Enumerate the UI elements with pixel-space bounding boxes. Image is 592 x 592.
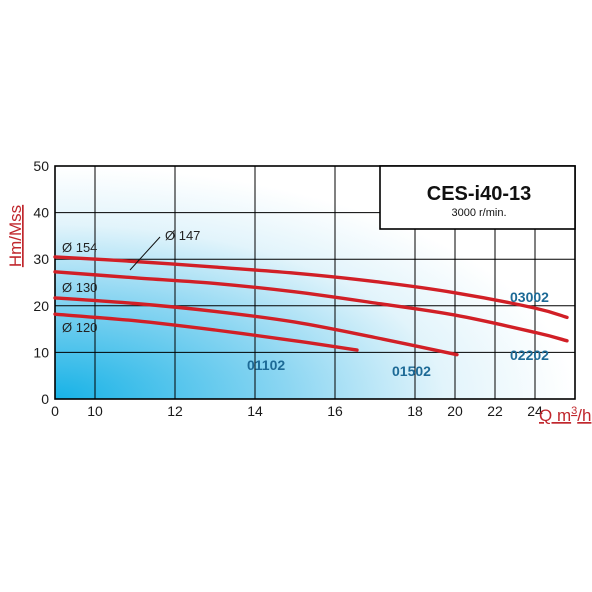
curve-label-01102: 01102: [247, 357, 285, 373]
curve-03002: [53, 255, 569, 320]
y-tick-label: 40: [33, 205, 49, 221]
y-tick-label: 0: [41, 391, 49, 407]
plot-frame: [54, 165, 576, 400]
diameter-147-leader: [129, 236, 161, 271]
x-tick-label: 12: [167, 403, 183, 419]
curve-01102: [53, 312, 359, 352]
x-tick-label: 0: [51, 403, 59, 419]
curve-label-03002: 03002: [510, 289, 549, 305]
curve-02202: [53, 270, 569, 343]
x-tick-label: 18: [407, 403, 423, 419]
curve-label-02202: 02202: [510, 347, 549, 363]
y-ticks: 0 10 20 30 40 50: [33, 158, 49, 407]
x-tick-label: 10: [87, 403, 103, 419]
y-tick-label: 50: [33, 158, 49, 174]
x-axis-title-prefix: Q m: [539, 406, 571, 425]
curve-01502: [53, 296, 459, 357]
model-box: CES-i40-13 3000 r/min.: [379, 165, 576, 230]
diameter-label-147: Ø 147: [165, 228, 200, 243]
curve-label-01502: 01502: [392, 363, 431, 379]
y-tick-label: 30: [33, 251, 49, 267]
x-tick-label: 16: [327, 403, 343, 419]
y-axis-title: Hm/Mss: [6, 205, 25, 267]
curves: [53, 255, 569, 357]
x-axis-title-suffix: /h: [577, 406, 591, 425]
x-tick-label: 24: [527, 403, 543, 419]
diameter-label-120: Ø 120: [62, 320, 97, 335]
diameter-label-130: Ø 130: [62, 280, 97, 295]
x-ticks: 0 10 12 14 16 18 20 22 24: [51, 403, 543, 419]
diameter-label-154: Ø 154: [62, 240, 97, 255]
y-tick-label: 10: [33, 344, 49, 360]
model-title: CES-i40-13: [427, 183, 532, 205]
y-tick-label: 20: [33, 298, 49, 314]
x-tick-label: 22: [487, 403, 503, 419]
x-axis-title-sup: 3: [571, 405, 577, 417]
model-speed: 3000 r/min.: [451, 207, 506, 219]
x-tick-label: 20: [447, 403, 463, 419]
x-axis-title: Q m3/h: [539, 405, 591, 425]
x-tick-label: 14: [247, 403, 263, 419]
